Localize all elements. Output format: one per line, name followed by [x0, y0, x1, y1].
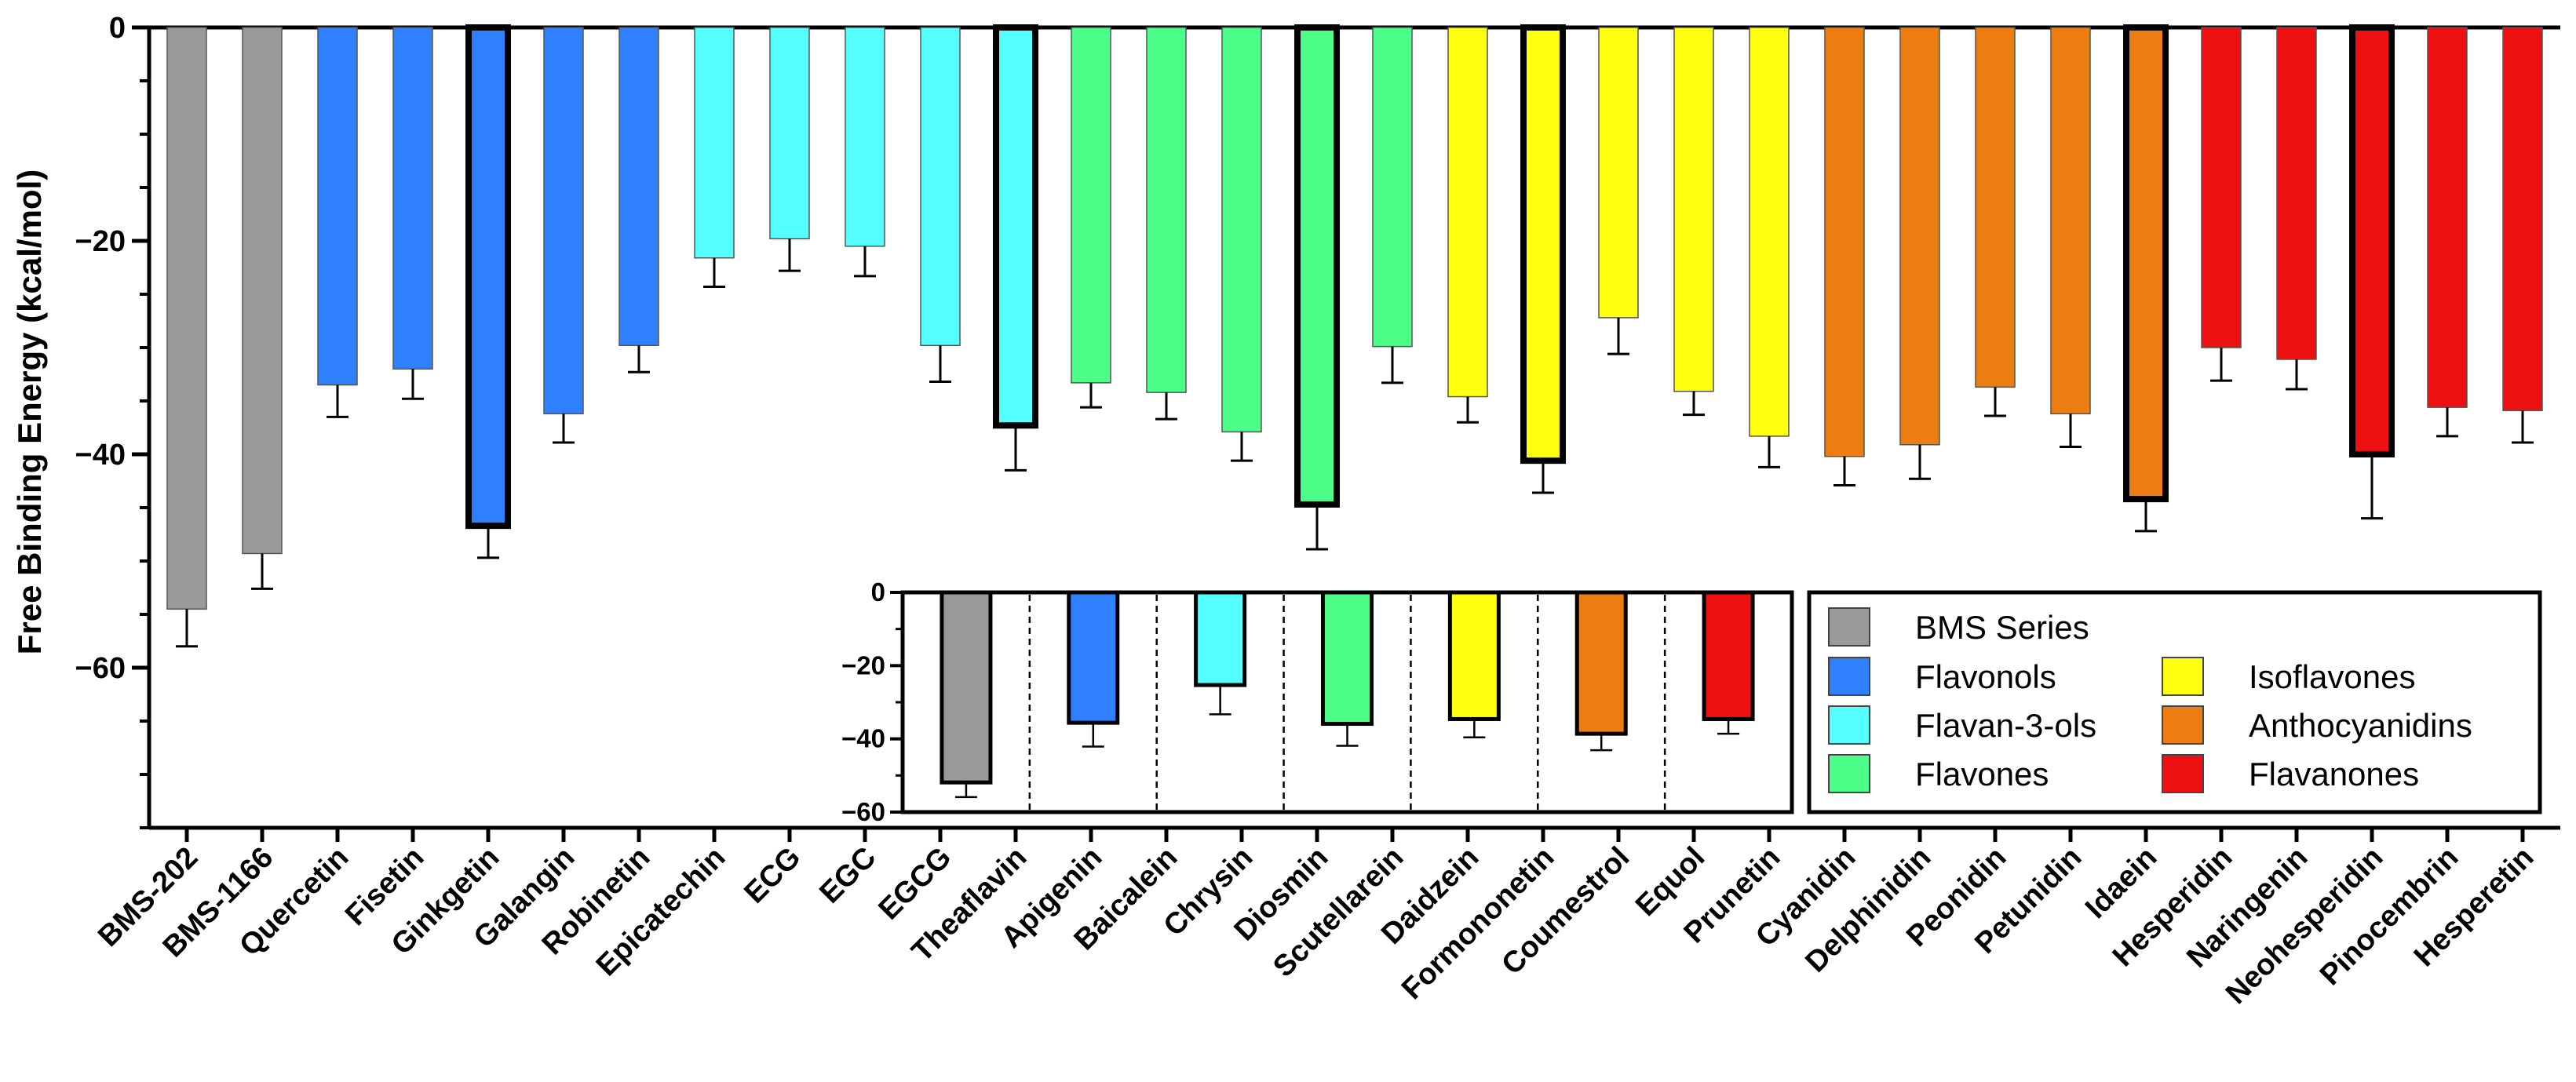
bar-bms-1166 [242, 27, 283, 555]
legend-label-anthocyanidins: Anthocyanidins [2249, 707, 2472, 744]
legend-swatch-isoflavones [2162, 657, 2204, 696]
legend-swatch-flavan-3-ols [1828, 705, 1870, 745]
legend-swatch-bms-series [1828, 607, 1870, 647]
bar-quercetin [317, 27, 358, 386]
bar-theaflavin [993, 24, 1038, 429]
legend-label-flavanones: Flavanones [2249, 756, 2419, 792]
legend-swatch-flavones [1828, 754, 1870, 793]
bar-equol [1673, 27, 1714, 392]
bar-cyanidin [1824, 27, 1865, 457]
y-axis-title: Free Binding Energy (kcal/mol) [11, 169, 48, 654]
inset-bar-flavan-3-ols [1194, 590, 1247, 687]
x-tick-label-scutellarein: Scutellarein [1267, 841, 1410, 984]
bar-prunetin [1749, 27, 1790, 437]
bar-neohesperidin [2349, 24, 2395, 457]
bar-ecg [769, 27, 810, 240]
legend-label-flavonols: Flavonols [1915, 658, 2056, 695]
bar-hesperidin [2201, 27, 2242, 348]
legend-label-bms-series: BMS Series [1915, 609, 2089, 646]
bar-idaein [2123, 24, 2169, 503]
bar-bms-202 [166, 27, 207, 610]
bar-egcg [920, 27, 961, 347]
y-tick-label: −40 [75, 439, 126, 472]
inset-y-tick-label: −40 [841, 724, 885, 753]
legend-swatch-flavonols [1828, 657, 1870, 696]
y-tick-label: 0 [109, 12, 126, 45]
bar-formononetin [1520, 24, 1566, 464]
bar-hesperetin [2502, 27, 2543, 411]
inset-bar-flavones [1321, 590, 1374, 727]
bar-pinocembrin [2427, 27, 2468, 408]
main-plot: 0 −20 −40 −60 Free Binding Energy (kcal/mol)… [11, 12, 2560, 1011]
legend: BMS Series Flavonols Flavan-3-ols Flavones I… [1807, 590, 2542, 814]
bar-coumestrol [1598, 27, 1639, 319]
inset-bar-flavonols [1067, 590, 1120, 725]
bar-scutellarein [1372, 27, 1413, 348]
legend-label-flavones: Flavones [1915, 756, 2049, 792]
inset-bar-isoflavones [1447, 590, 1501, 721]
bar-epicatechin [694, 27, 735, 259]
y-tick-label: −60 [75, 652, 126, 685]
bar-baicalein [1146, 27, 1187, 393]
bar-egc [845, 27, 885, 247]
inset-bar-flavanones [1702, 590, 1755, 721]
legend-swatch-flavanones [2162, 754, 2204, 793]
legend-label-flavan-3-ols: Flavan-3-ols [1915, 707, 2096, 744]
inset-y-tick-label: −60 [841, 797, 885, 826]
inset-y-tick-label: −20 [841, 650, 885, 679]
inset-plot: 0 −20 −40 −60 [841, 577, 1794, 826]
inset-y-tick-label: 0 [871, 577, 885, 607]
bar-apigenin [1071, 27, 1111, 384]
inset-bar-anthocyanidins [1574, 590, 1628, 736]
x-tick-label-ecg: ECG [738, 841, 807, 910]
bar-galangin [543, 27, 584, 415]
inset-bar-bms-series [940, 590, 993, 785]
legend-label-isoflavones: Isoflavones [2249, 658, 2415, 695]
bar-naringenin [2276, 27, 2317, 360]
bar-robinetin [618, 27, 659, 347]
bar-daidzein [1447, 27, 1488, 398]
bar-delphinidin [1899, 27, 1940, 446]
legend-swatch-anthocyanidins [2162, 705, 2204, 745]
y-tick-label: −20 [75, 225, 126, 258]
bar-diosmin [1294, 24, 1340, 508]
bar-petunidin [2050, 27, 2091, 415]
bar-peonidin [1975, 27, 2016, 388]
bar-fisetin [392, 27, 433, 370]
x-tick-label-egc: EGC [813, 841, 882, 910]
bar-ginkgetin [465, 24, 511, 530]
bar-chrysin [1221, 27, 1262, 433]
